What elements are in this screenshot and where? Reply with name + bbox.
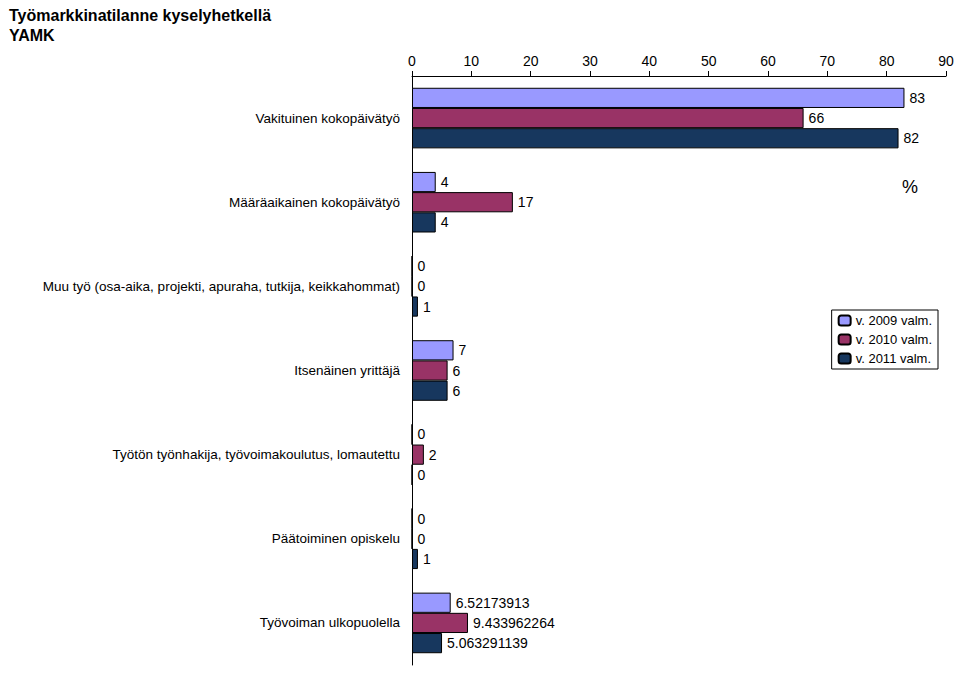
svg-text:Päätoiminen opiskelu: Päätoiminen opiskelu (272, 531, 400, 546)
svg-text:90: 90 (938, 53, 954, 69)
svg-text:30: 30 (582, 53, 598, 69)
svg-text:1: 1 (423, 299, 431, 315)
svg-text:2: 2 (429, 447, 437, 463)
svg-text:50: 50 (701, 53, 717, 69)
svg-text:60: 60 (760, 53, 776, 69)
svg-text:v. 2010 valm.: v. 2010 valm. (856, 332, 932, 347)
svg-text:66: 66 (809, 110, 825, 126)
svg-text:70: 70 (820, 53, 836, 69)
svg-text:82: 82 (904, 130, 920, 146)
svg-text:YAMK: YAMK (9, 27, 55, 44)
svg-text:v. 2011 valm.: v. 2011 valm. (856, 351, 931, 366)
svg-text:6: 6 (453, 363, 461, 379)
svg-text:17: 17 (518, 194, 534, 210)
svg-text:0: 0 (418, 426, 426, 442)
svg-text:10: 10 (464, 53, 480, 69)
svg-text:5.063291139: 5.063291139 (447, 635, 528, 651)
svg-text:0: 0 (418, 278, 426, 294)
svg-text:Työmarkkinatilanne kyselyhetke: Työmarkkinatilanne kyselyhetkellä (9, 7, 271, 24)
svg-text:0: 0 (408, 53, 416, 69)
svg-text:Määräaikainen kokopäivätyö: Määräaikainen kokopäivätyö (229, 195, 400, 210)
svg-text:20: 20 (523, 53, 539, 69)
svg-text:v. 2009 valm.: v. 2009 valm. (856, 313, 932, 328)
svg-text:0: 0 (418, 258, 426, 274)
svg-text:4: 4 (441, 214, 449, 230)
svg-text:Itsenäinen yrittäjä: Itsenäinen yrittäjä (294, 363, 400, 378)
svg-text:1: 1 (423, 551, 431, 567)
svg-text:7: 7 (459, 342, 467, 358)
svg-text:Vakituinen kokopäivätyö: Vakituinen kokopäivätyö (255, 111, 400, 126)
svg-text:80: 80 (879, 53, 895, 69)
svg-text:Muu työ (osa-aika, projekti, a: Muu työ (osa-aika, projekti, apuraha, tu… (43, 279, 400, 294)
svg-text:0: 0 (418, 531, 426, 547)
svg-text:0: 0 (418, 511, 426, 527)
svg-text:Työtön työnhakija, työvoimakou: Työtön työnhakija, työvoimakoulutus, lom… (113, 447, 400, 462)
svg-text:%: % (902, 177, 918, 197)
svg-text:9.433962264: 9.433962264 (473, 615, 555, 631)
svg-text:Työvoiman ulkopuolella: Työvoiman ulkopuolella (260, 615, 401, 630)
svg-text:40: 40 (642, 53, 658, 69)
svg-text:4: 4 (441, 174, 449, 190)
svg-text:0: 0 (418, 467, 426, 483)
svg-text:6.52173913: 6.52173913 (456, 595, 530, 611)
svg-text:6: 6 (453, 383, 461, 399)
svg-text:83: 83 (909, 90, 925, 106)
